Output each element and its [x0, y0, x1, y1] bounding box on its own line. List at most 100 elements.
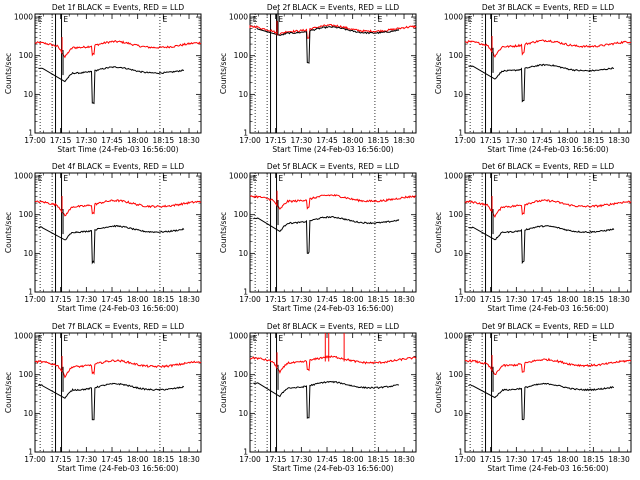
x-tick-label: 18:00: [127, 295, 149, 304]
series-line-events: [256, 25, 400, 64]
x-tick-label: 17:00: [454, 455, 476, 464]
plot-frame: [249, 172, 417, 293]
series-line-events: [468, 63, 615, 103]
x-tick-label: 17:15: [50, 295, 72, 304]
y-tick-label: 10: [453, 409, 463, 418]
x-tick-label: 17:45: [316, 295, 338, 304]
y-tick-label: 10: [23, 90, 33, 99]
x-tick-label: 18:00: [127, 455, 149, 464]
y-tick-label: 100: [19, 370, 34, 379]
x-tick-label: 18:15: [153, 295, 175, 304]
y-tick-label: 1000: [229, 172, 248, 181]
x-tick-label: 17:00: [239, 136, 261, 145]
x-tick-label: 18:15: [368, 295, 390, 304]
y-tick-label: 10: [238, 249, 248, 258]
x-tick-label: 18:00: [127, 136, 149, 145]
y-tick-label: 1000: [444, 332, 463, 341]
y-tick-label: 100: [19, 210, 34, 219]
x-tick-label: 18:30: [178, 295, 200, 304]
segment-marker-label: E: [593, 174, 598, 183]
x-tick-label: 18:15: [153, 455, 175, 464]
x-tick-label: 17:00: [454, 295, 476, 304]
x-tick-label: 17:15: [50, 455, 72, 464]
x-axis-label: Start Time (24-Feb-03 16:56:00): [487, 464, 608, 473]
segment-marker-label: E: [493, 334, 498, 343]
x-tick-label: 17:45: [101, 295, 123, 304]
y-axis-label: Counts/sec: [434, 372, 443, 413]
x-tick-label: 17:45: [316, 455, 338, 464]
y-tick-label: 10: [453, 90, 463, 99]
y-tick-label: 10: [23, 249, 33, 258]
y-axis-label: Counts/sec: [219, 372, 228, 413]
x-tick-label: 17:30: [76, 455, 98, 464]
y-axis-label: Counts/sec: [434, 212, 443, 253]
series-line-events: [38, 224, 185, 265]
x-tick-label: 17:30: [506, 455, 528, 464]
series-line-lld: [34, 359, 202, 379]
series-line-lld: [249, 24, 417, 39]
y-tick-label: 1: [28, 288, 33, 297]
segment-marker-label: E: [468, 334, 473, 343]
series-line-lld: [34, 199, 202, 217]
y-tick-label: 10: [238, 90, 248, 99]
panel-title: Det 6f BLACK = Events, RED = LLD: [482, 162, 615, 171]
segment-marker-label: E: [378, 174, 383, 183]
chart-panel-2: Det 2f BLACK = Events, RED = LLD 1 10 100 10…: [219, 3, 417, 154]
x-tick-label: 18:00: [557, 295, 579, 304]
x-tick-label: 18:30: [608, 136, 630, 145]
x-tick-label: 18:30: [178, 455, 200, 464]
plot-frame: [34, 13, 202, 134]
y-tick-label: 1: [28, 448, 33, 457]
y-tick-label: 1000: [229, 332, 248, 341]
y-tick-label: 1: [28, 129, 33, 138]
x-tick-label: 18:15: [368, 136, 390, 145]
x-tick-label: 17:15: [50, 136, 72, 145]
y-axis-label: Counts/sec: [219, 53, 228, 94]
x-tick-label: 18:00: [557, 455, 579, 464]
x-tick-label: 17:45: [316, 136, 338, 145]
x-tick-label: 18:15: [368, 455, 390, 464]
x-tick-label: 18:00: [557, 136, 579, 145]
x-tick-label: 17:30: [506, 295, 528, 304]
chart-panel-5: Det 5f BLACK = Events, RED = LLD 1 10 100 10…: [219, 162, 417, 313]
segment-marker-label: E: [38, 174, 43, 183]
y-tick-label: 100: [449, 210, 464, 219]
segment-marker-label: E: [38, 15, 43, 24]
y-axis-label: Counts/sec: [4, 53, 13, 94]
x-tick-label: 17:15: [480, 136, 502, 145]
x-tick-label: 17:15: [265, 136, 287, 145]
x-tick-label: 17:45: [531, 455, 553, 464]
segment-marker-label: E: [253, 15, 258, 24]
x-tick-label: 17:30: [76, 136, 98, 145]
y-tick-label: 1: [243, 448, 248, 457]
plot-frame: [464, 172, 632, 293]
plot-frame: [249, 13, 417, 134]
x-tick-label: 17:30: [291, 295, 313, 304]
chart-panel-6: Det 6f BLACK = Events, RED = LLD 1 10 100 10…: [434, 162, 632, 313]
y-tick-label: 1: [458, 288, 463, 297]
panel-title: Det 7f BLACK = Events, RED = LLD: [52, 322, 185, 331]
x-tick-label: 17:30: [291, 136, 313, 145]
y-tick-label: 1000: [14, 172, 33, 181]
x-tick-label: 18:30: [393, 295, 415, 304]
series-line-events: [253, 380, 400, 419]
x-tick-label: 17:45: [531, 295, 553, 304]
y-tick-label: 100: [449, 370, 464, 379]
y-tick-label: 100: [19, 51, 34, 60]
x-tick-label: 17:45: [531, 136, 553, 145]
x-tick-label: 18:30: [393, 136, 415, 145]
x-tick-label: 18:00: [342, 455, 364, 464]
x-tick-label: 18:15: [583, 136, 605, 145]
segment-marker-label: E: [493, 174, 498, 183]
x-tick-label: 17:00: [24, 455, 46, 464]
series-line-lld: [249, 355, 417, 375]
series-line-events: [253, 215, 400, 254]
segment-marker-label: E: [593, 334, 598, 343]
x-tick-label: 17:00: [239, 295, 261, 304]
x-tick-label: 17:45: [101, 136, 123, 145]
plot-frame: [34, 332, 202, 453]
y-tick-label: 1000: [229, 13, 248, 22]
y-tick-label: 100: [449, 51, 464, 60]
series-line-events: [38, 66, 185, 105]
